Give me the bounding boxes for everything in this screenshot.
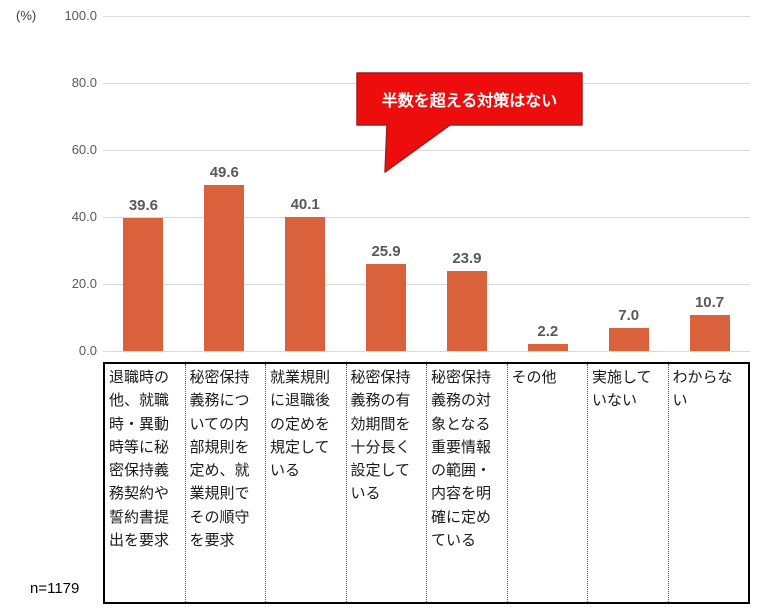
bar [285, 216, 326, 351]
y-tick-label: 20.0 [71, 276, 97, 291]
bar [608, 327, 649, 351]
bar-column: 2.2 [507, 323, 588, 351]
category-cell: 秘密保持義務についての内部規則を定め、就業規則でその順守を要求 [184, 364, 266, 602]
bar-column: 7.0 [588, 307, 669, 351]
bar-value-label: 25.9 [371, 243, 401, 261]
category-cell: わからない [667, 364, 749, 602]
gridline [103, 351, 750, 352]
category-cell: その他 [506, 364, 588, 602]
bar-value-label: 10.7 [694, 294, 725, 312]
bar-column: 39.6 [103, 197, 184, 351]
callout-polygon [356, 72, 583, 173]
bar-value-label: 39.6 [128, 197, 159, 215]
bar [123, 218, 164, 351]
bar [527, 343, 568, 351]
bar-column: 40.1 [265, 196, 346, 351]
y-tick-label: 80.0 [71, 75, 97, 90]
bar-value-label: 40.1 [290, 195, 320, 213]
bar-value-label: 49.6 [209, 163, 239, 181]
bar [366, 264, 407, 351]
bar-column: 25.9 [346, 243, 427, 351]
bar [689, 315, 730, 351]
bar-value-label: 23.9 [452, 249, 482, 267]
category-cell: 実施していない [587, 364, 668, 602]
y-tick-label: 0.0 [78, 343, 97, 358]
category-cell: 就業規則に退職後の定めを規定している [265, 364, 346, 602]
category-cell: 秘密保持義務の対象となる重要情報の範囲・内容を明確に定めている [426, 364, 507, 602]
gridline [103, 150, 750, 151]
y-tick-label: 60.0 [71, 142, 97, 157]
y-tick-label: 100.0 [64, 8, 97, 23]
y-axis-unit-label: (%) [16, 8, 37, 23]
bar-column: 10.7 [669, 294, 750, 351]
gridline [103, 284, 750, 285]
sample-size-label: n=1179 [30, 580, 80, 597]
category-label-table: 退職時の他、就職時・異動時等に秘密保持義務契約や誓約書提出を要求 秘密保持義務につ… [103, 362, 750, 604]
bar [446, 270, 487, 351]
callout-annotation-text: 半数を超える対策はない [381, 93, 558, 110]
y-tick-label: 40.0 [71, 209, 97, 224]
gridline [103, 16, 750, 17]
category-cell: 退職時の他、就職時・異動時等に秘密保持義務契約や誓約書提出を要求 [109, 369, 170, 549]
bars-container: 39.6 49.6 40.1 25.9 23.9 2.2 7.0 10.7 [103, 16, 750, 351]
bar [204, 184, 245, 351]
bar-column: 49.6 [184, 164, 265, 351]
gridline [103, 217, 750, 218]
callout-bubble-shape [356, 72, 583, 173]
plot-area: 39.6 49.6 40.1 25.9 23.9 2.2 7.0 10.7 [103, 16, 750, 352]
bar-column: 23.9 [427, 250, 508, 351]
category-cell: 秘密保持義務の有効期間を十分長く設定している [345, 364, 427, 602]
bar-value-label: 2.2 [537, 322, 559, 340]
bar-value-label: 7.0 [618, 306, 640, 324]
